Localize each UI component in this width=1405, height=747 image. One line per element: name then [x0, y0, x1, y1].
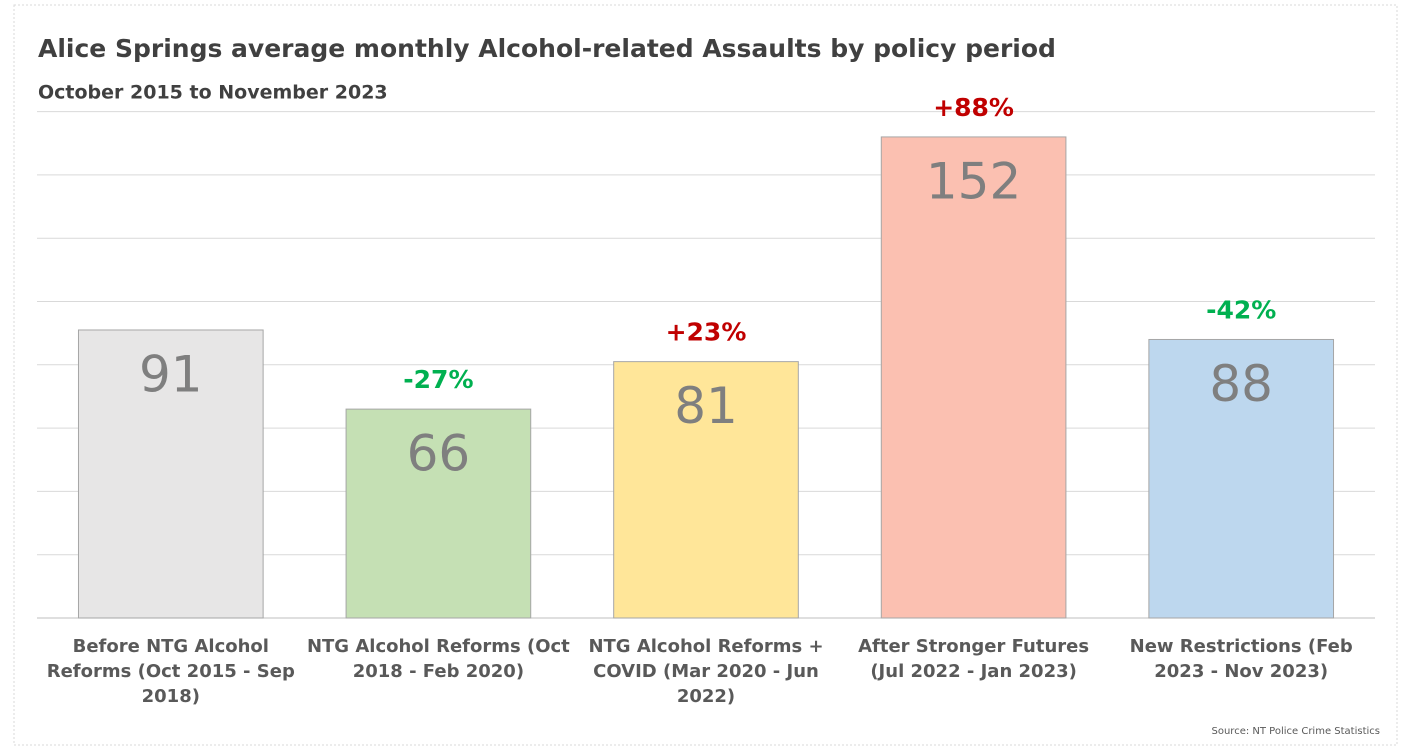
bar [345, 408, 532, 619]
chart-subtitle: October 2015 to November 2023 [38, 82, 388, 104]
value-label: 88 [1209, 355, 1273, 413]
value-label: 152 [926, 152, 1021, 210]
change-label: +88% [933, 93, 1014, 122]
chart-title: Alice Springs average monthly Alcohol-re… [38, 34, 1056, 63]
bar [1148, 338, 1335, 619]
value-label: 81 [674, 377, 738, 435]
x-tick-label: NTG Alcohol Reforms + COVID (Mar 2020 - … [588, 636, 824, 707]
bar [880, 136, 1067, 619]
bar [77, 329, 264, 619]
change-label: +23% [666, 318, 747, 347]
source-note: Source: NT Police Crime Statistics [1212, 726, 1381, 737]
value-label: 91 [139, 345, 203, 403]
chart-frame [13, 4, 1398, 746]
bar [613, 361, 799, 619]
value-label: 66 [407, 425, 471, 483]
x-tick-label: New Restrictions (Feb 2023 - Nov 2023) [1129, 636, 1353, 682]
change-label: -42% [1206, 295, 1276, 324]
x-tick-label: After Stronger Futures (Jul 2022 - Jan 2… [858, 636, 1090, 682]
x-tick-label: NTG Alcohol Reforms (Oct 2018 - Feb 2020… [306, 636, 570, 682]
x-tick-label: Before NTG Alcohol Reforms (Oct 2015 - S… [46, 636, 295, 707]
change-label: -27% [403, 365, 473, 394]
